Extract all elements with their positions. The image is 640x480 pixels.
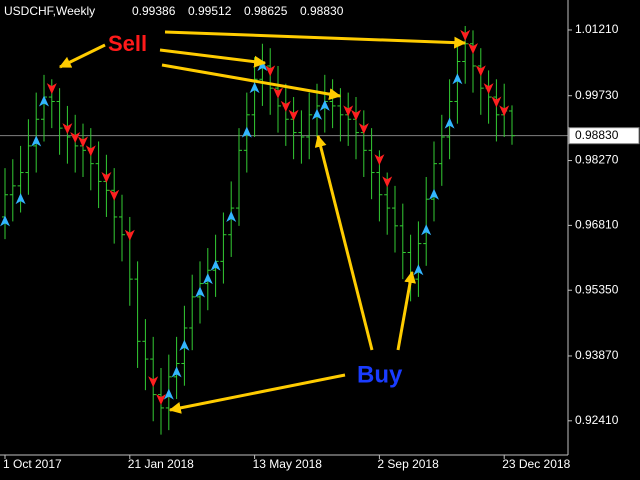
sell-signal: [148, 376, 159, 388]
buy-signal: [31, 135, 42, 147]
sell-signal: [124, 229, 135, 241]
sell-signal: [280, 100, 291, 112]
buy-signal: [241, 126, 252, 138]
annotations: Sell Buy: [58, 30, 467, 414]
sell-signal: [491, 96, 502, 108]
sell-label: Sell: [108, 31, 147, 56]
buy-signal: [195, 286, 205, 298]
header-close: 0.98830: [300, 4, 344, 18]
y-tick-label: 0.98270: [575, 153, 619, 167]
buy-signal: [163, 388, 174, 400]
sell-signal: [78, 136, 88, 148]
sell-signal: [475, 65, 486, 77]
sell-signal: [156, 394, 166, 406]
buy-signal: [319, 99, 330, 111]
x-tick-label: 1 Oct 2017: [3, 457, 62, 471]
last-price-box: [568, 127, 640, 145]
annotation-arrow: [314, 134, 374, 351]
buy-signal: [452, 73, 463, 85]
x-tick-label: 13 May 2018: [253, 457, 323, 471]
buy-signal: [421, 224, 432, 236]
buy-signal: [179, 339, 190, 351]
sell-signal: [85, 145, 96, 157]
buy-signal: [312, 108, 322, 120]
y-tick-label: 1.01210: [575, 22, 619, 36]
buy-label: Buy: [357, 361, 403, 388]
y-tick-label: 0.99730: [575, 88, 619, 102]
header-high: 0.99512: [188, 4, 232, 18]
buy-signal: [429, 188, 439, 200]
sell-signal: [46, 83, 57, 95]
buy-signal: [202, 273, 213, 285]
header-open: 0.99386: [132, 4, 176, 18]
buy-signal: [210, 259, 221, 271]
sell-signal: [288, 109, 299, 121]
last-price-label: 0.98830: [575, 128, 619, 142]
x-tick-label: 23 Dec 2018: [502, 457, 570, 471]
sell-signal: [382, 176, 393, 188]
annotation-arrow: [168, 373, 346, 414]
buy-signal: [226, 210, 237, 222]
buy-signal: [15, 193, 26, 205]
plot-area: [0, 25, 568, 435]
buy-signal: [444, 117, 455, 129]
sell-signal: [460, 29, 471, 41]
x-tick-label: 21 Jan 2018: [128, 457, 194, 471]
y-tick-label: 0.96810: [575, 218, 619, 232]
sell-signal: [483, 83, 494, 95]
annotation-arrow: [396, 270, 416, 351]
sell-signal: [351, 109, 361, 121]
annotation-arrow: [58, 43, 106, 69]
buy-signal: [0, 215, 10, 227]
buy-signal: [39, 95, 49, 107]
y-tick-label: 0.93870: [575, 348, 619, 362]
buy-signal: [249, 82, 260, 94]
annotation-arrow: [159, 48, 267, 68]
sell-signal: [70, 132, 81, 144]
sell-signal: [273, 87, 283, 99]
sell-signal: [358, 123, 369, 135]
x-tick-label: 2 Sep 2018: [377, 457, 439, 471]
sell-signal: [101, 171, 112, 183]
sell-signal: [265, 65, 276, 77]
chart-title: USDCHF,Weekly: [4, 4, 95, 18]
y-tick-label: 0.95350: [575, 282, 619, 296]
sell-signal: [343, 105, 354, 117]
header-low: 0.98625: [244, 4, 288, 18]
sell-signal: [109, 189, 120, 201]
sell-signal: [374, 154, 385, 166]
buy-signal: [171, 366, 182, 378]
sell-signal: [62, 123, 73, 135]
sell-signal: [468, 43, 478, 55]
annotation-arrow: [164, 30, 467, 49]
annotation-arrow: [161, 63, 342, 101]
sell-signal: [499, 105, 510, 117]
y-tick-label: 0.92410: [575, 413, 619, 427]
